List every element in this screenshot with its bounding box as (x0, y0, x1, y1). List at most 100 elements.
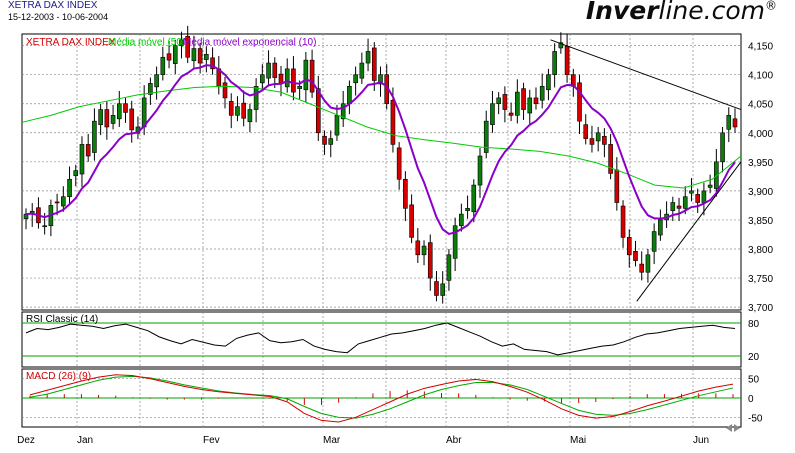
candle-body (695, 194, 700, 203)
candle-body (689, 190, 694, 194)
rsi-line (25, 322, 736, 356)
candle-body (471, 184, 477, 213)
price-tick-label: 4,100 (748, 71, 773, 82)
logo-registered-mark: ® (765, 0, 777, 13)
candle-body (123, 103, 128, 113)
candle-body (235, 106, 240, 116)
price-y-axis: 3,700 3,750 3,800 3,850 3,900 3,950 4,000 4,050… (748, 42, 773, 314)
candle-body (546, 74, 551, 91)
x-tick-label: Mar (323, 435, 341, 446)
candle-body (266, 62, 271, 79)
candle-body (602, 135, 607, 145)
candle-body (141, 97, 147, 128)
rsi-title: RSI Classic (14) (26, 314, 98, 325)
candle-body (92, 120, 97, 153)
candle-body (365, 51, 371, 64)
candle-body (359, 62, 365, 79)
macd-grid (22, 369, 741, 427)
candle-body (589, 138, 595, 145)
candle-body (166, 53, 172, 61)
candle-body (347, 85, 352, 105)
trendline (550, 39, 742, 111)
candle-body (707, 184, 713, 188)
instrument-title: XETRA DAX INDEX (8, 0, 98, 11)
candle-body (260, 74, 265, 84)
x-tick-label: Abr (446, 435, 462, 446)
scroll-left-arrow[interactable] (726, 424, 732, 432)
price-tick-label: 3,800 (748, 245, 773, 256)
candle-body (490, 103, 495, 125)
candle-body (210, 57, 215, 70)
price-tick-label: 3,950 (748, 158, 773, 169)
candle-body (521, 88, 526, 110)
candle-body (515, 91, 520, 116)
logo-bold-part: Inver (585, 0, 659, 25)
candle-body (309, 59, 315, 93)
candle-body (148, 83, 153, 95)
candle-body (253, 85, 259, 110)
candle-body (434, 281, 439, 296)
price-tick-label: 3,850 (748, 216, 773, 227)
candle-body (496, 97, 501, 105)
macd-y-axis: -50 0 50 (748, 375, 763, 425)
candle-body (633, 251, 638, 261)
candle-body (558, 42, 564, 49)
candle-body (303, 59, 309, 91)
candle-body (732, 118, 738, 128)
macd-signal-line (29, 375, 734, 419)
candle-body (42, 225, 47, 228)
candle-body (85, 144, 91, 157)
candle-body (583, 124, 589, 139)
rsi-tick-20: 20 (748, 352, 760, 363)
candle-body (328, 138, 334, 145)
candle-body (552, 51, 557, 75)
candle-body (415, 240, 421, 256)
candle-body (720, 132, 725, 163)
candle-body (483, 120, 489, 153)
candle-body (79, 144, 85, 175)
ma50-line (21, 85, 742, 189)
candle-body (396, 147, 402, 180)
trendline (636, 161, 742, 302)
candle-body (421, 245, 427, 256)
scroll-right-arrow[interactable] (734, 424, 740, 432)
price-tick-label: 4,150 (748, 42, 773, 53)
candle-body (533, 97, 539, 105)
candle-body (322, 135, 327, 145)
legend-ema10: Média móvel exponencial (10) (183, 37, 316, 48)
candle-body (459, 213, 464, 227)
candle-body (104, 109, 110, 128)
price-tick-label: 4,000 (748, 129, 773, 140)
x-tick-label: Fev (203, 435, 220, 446)
candle-body (129, 108, 135, 131)
candle-body (440, 283, 445, 296)
x-tick-label: Mai (570, 435, 586, 446)
macd-tick-label: 0 (748, 394, 754, 405)
x-tick-label: Jan (77, 435, 93, 446)
rsi-tick-80: 80 (748, 319, 760, 330)
price-tick-label: 3,700 (748, 303, 773, 314)
candle-body (110, 115, 116, 124)
candle-body (452, 225, 458, 259)
candle-body (98, 109, 103, 125)
legend-price: XETRA DAX INDEX (26, 37, 116, 48)
candle-body (371, 47, 377, 81)
candle-body (241, 102, 246, 119)
candle-body (614, 169, 620, 203)
inverline-logo: Inverline.com® (586, 0, 777, 25)
price-tick-label: 3,750 (748, 274, 773, 285)
candle-body (508, 112, 514, 116)
candle-body (409, 204, 414, 238)
price-tick-label: 4,050 (748, 100, 773, 111)
rsi-grid (76, 312, 694, 367)
candle-body (446, 254, 452, 281)
candle-body (620, 205, 626, 238)
candle-body (61, 196, 66, 207)
candle-body (465, 208, 470, 211)
x-tick-label: Jun (693, 435, 709, 446)
candle-body (334, 115, 340, 136)
candle-body (278, 73, 284, 84)
candle-body (682, 196, 688, 209)
price-candles (23, 25, 738, 304)
candle-body (160, 56, 166, 75)
